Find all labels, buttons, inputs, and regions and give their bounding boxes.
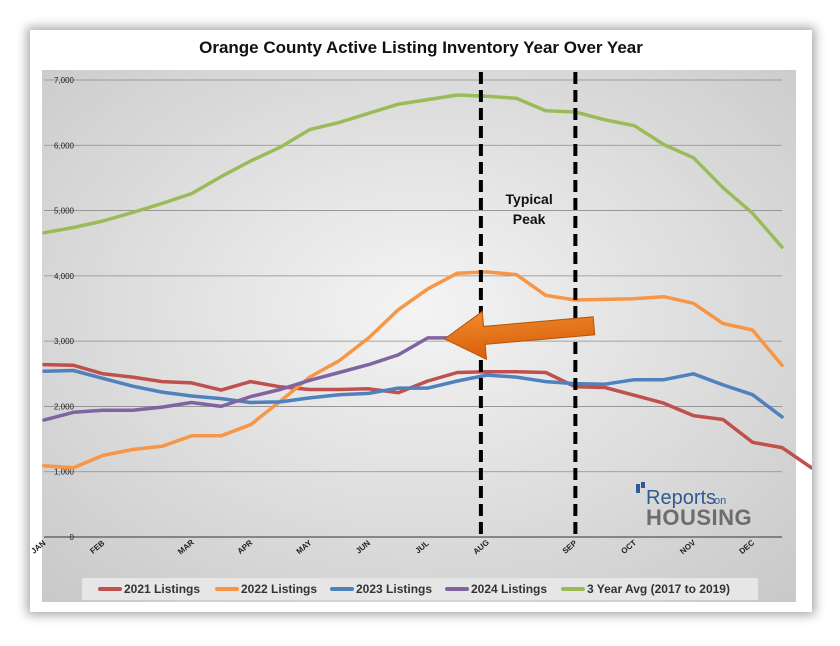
callout-arrow <box>443 310 596 361</box>
series-line-2 <box>42 270 784 470</box>
arrow-shape <box>443 310 596 361</box>
y-tick-label: 0 <box>70 533 75 542</box>
logo-text-top: Reports <box>646 487 716 509</box>
series-line-5 <box>42 93 784 249</box>
series-line-1 <box>42 362 812 470</box>
y-tick-label: 6,000 <box>54 141 75 150</box>
legend-label-1: 2021 Listings <box>124 582 200 596</box>
chart-card: Orange County Active Listing Inventory Y… <box>30 30 812 612</box>
legend-box <box>82 578 758 600</box>
y-tick-label: 2,000 <box>54 402 75 411</box>
logo-mark <box>641 482 645 488</box>
annotation-peak: Peak <box>513 211 546 227</box>
legend-label-4: 2024 Listings <box>471 582 547 596</box>
series-line-3 <box>42 368 784 419</box>
series-line-4 <box>42 336 460 422</box>
y-tick-label: 7,000 <box>54 76 75 85</box>
chart-title: Orange County Active Listing Inventory Y… <box>199 38 643 57</box>
logo-text-on: on <box>714 495 726 507</box>
legend-label-5: 3 Year Avg (2017 to 2019) <box>587 582 730 596</box>
y-tick-label: 4,000 <box>54 272 75 281</box>
legend-label-2: 2022 Listings <box>241 582 317 596</box>
legend-label-3: 2023 Listings <box>356 582 432 596</box>
annotation-typical: Typical <box>506 191 553 207</box>
logo-mark <box>636 484 640 493</box>
plot-background <box>42 70 796 602</box>
y-tick-label: 1,000 <box>54 468 75 477</box>
y-tick-label: 5,000 <box>54 207 75 216</box>
y-tick-label: 3,000 <box>54 337 75 346</box>
logo-text-bottom: HOUSING <box>646 505 752 530</box>
